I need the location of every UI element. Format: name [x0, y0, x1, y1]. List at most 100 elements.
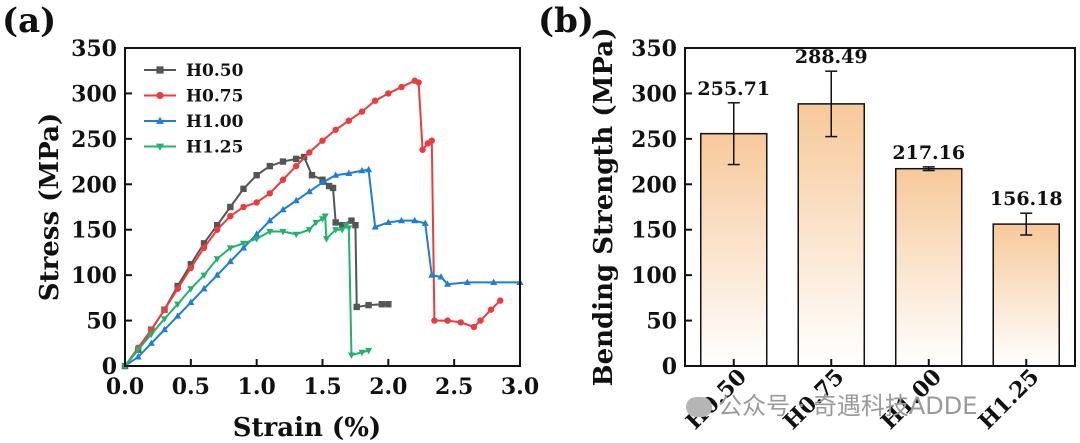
legend-item-H1.00: H1.00 [144, 112, 244, 132]
data-point-H1.25-10 [253, 236, 261, 243]
legend-label: H0.50 [186, 61, 244, 81]
panel-a: (a) 0.0 0.5 1.0 1.5 2.0 2.5 3.0 0 50 100 150 200 250… [2, 1, 539, 443]
data-label-H1.25: 156.18 [990, 188, 1063, 210]
panel-a-plot-frame [124, 47, 521, 367]
data-point-H0.50-15 [308, 172, 316, 179]
panel-a-axes: 0.0 0.5 1.0 1.5 2.0 2.5 3.0 0 50 100 150 200 250 300 3… [71, 36, 539, 400]
data-point-H1.25-8 [226, 245, 234, 252]
data-point-H1.25-25 [365, 347, 373, 355]
data-point-H0.50-18 [329, 184, 337, 192]
data-point-H1.25-6 [200, 272, 208, 279]
series-line-H1.00 [124, 168, 520, 367]
data-point-H0.50-5 [187, 261, 195, 268]
bar-H0.50 [700, 132, 768, 367]
data-point-H0.75-3 [161, 306, 168, 313]
data-point-H0.75-19 [371, 97, 379, 104]
data-point-H0.50-26 [385, 301, 392, 308]
data-point-H0.50-13 [292, 155, 300, 163]
data-point-H1.25-2 [147, 331, 155, 339]
panel-b-bars: 255.71 288.49 217.16 156.18 [697, 46, 1063, 367]
legend-marker [156, 116, 164, 124]
x-tick-label: 2.5 [435, 374, 473, 400]
data-label-H0.50: 255.71 [697, 78, 770, 100]
legend-marker [156, 91, 164, 100]
data-point-H1.25-13 [292, 231, 300, 239]
data-point-H0.75-12 [279, 176, 287, 183]
data-point-H0.75-21 [398, 83, 405, 91]
y-tick-label: 250 [631, 127, 677, 153]
y-tick-label: 200 [71, 172, 117, 198]
data-point-H0.75-20 [385, 90, 392, 97]
data-point-H1.00-29 [490, 278, 498, 285]
data-point-H0.50-21 [348, 217, 355, 224]
data-point-H0.50-20 [339, 221, 346, 229]
bar-group-H0.50: 255.71 [697, 78, 770, 367]
data-point-H1.00-27 [444, 280, 452, 287]
data-point-H1.00-16 [332, 171, 340, 178]
y-tick-label: 150 [631, 218, 677, 244]
data-point-H0.50-12 [279, 158, 287, 165]
data-point-H1.25-17 [321, 213, 329, 220]
data-point-H1.00-11 [266, 216, 274, 224]
y-tick-label: 300 [71, 81, 117, 107]
data-point-H1.25-1 [134, 347, 142, 354]
legend-label: H0.75 [186, 87, 243, 107]
panel-b-y-axis-title: Bending Strength (MPa) [589, 28, 619, 387]
y-tick-label: 50 [86, 309, 117, 335]
series-H1.00 [121, 165, 524, 369]
data-point-H1.00-12 [279, 205, 287, 213]
watermark-text: 公众号 · 奇遇科技ADDE [718, 392, 978, 420]
data-point-H0.75-7 [213, 226, 221, 233]
x-tick-label: 0.0 [106, 374, 144, 400]
series-line-H0.75 [124, 79, 501, 367]
legend-label: H1.00 [186, 112, 244, 132]
data-point-H1.25-12 [279, 228, 287, 236]
x-tick-label: H1.25 [974, 364, 1045, 435]
data-point-H0.75-26 [428, 137, 435, 144]
data-point-H1.25-19 [332, 227, 340, 234]
panel-b-label: (b) [538, 1, 594, 41]
panel-b-plot-frame [684, 47, 1076, 367]
y-tick-label: 100 [71, 263, 117, 289]
legend-label: H1.25 [186, 138, 243, 158]
y-tick-label: 100 [631, 263, 677, 289]
series-H0.75 [121, 77, 504, 370]
data-point-H1.00-21 [384, 218, 392, 226]
legend-marker [156, 66, 164, 74]
x-tick-label: 0.5 [172, 374, 210, 400]
data-point-H1.25-15 [312, 219, 320, 227]
data-point-H1.25-11 [266, 228, 274, 236]
data-point-H0.75-10 [253, 199, 260, 206]
data-point-H0.75-27 [431, 317, 438, 324]
data-point-H0.75-18 [358, 108, 366, 115]
data-point-H1.25-20 [338, 227, 346, 234]
data-point-H1.25-22 [345, 225, 353, 232]
data-point-H0.75-9 [240, 203, 247, 211]
x-tick-label: 1.0 [238, 374, 276, 400]
data-point-H0.75-28 [444, 317, 451, 324]
data-point-H1.00-25 [428, 271, 436, 278]
data-point-H0.50-10 [253, 172, 260, 179]
data-point-H0.50-19 [332, 219, 339, 226]
data-point-H1.00-19 [365, 165, 373, 173]
y-tick-label: 250 [71, 127, 117, 153]
watermark: 公众号 · 奇遇科技ADDE [686, 386, 977, 421]
y-tick-label: 350 [71, 36, 117, 62]
data-point-H1.00-13 [292, 196, 300, 204]
bar-group-H0.75: 288.49 [795, 46, 868, 367]
data-point-H1.00-10 [253, 230, 261, 237]
data-point-H1.00-8 [226, 257, 234, 265]
panel-a-legend: H0.50 H0.75 H1.00 H1.25 [144, 61, 244, 158]
data-point-H1.00-1 [134, 353, 142, 360]
data-point-H0.75-17 [345, 117, 353, 124]
x-tick-label: 3.0 [501, 374, 539, 400]
data-point-H0.50-7 [213, 221, 221, 229]
bar-H1.25 [992, 223, 1060, 367]
y-tick-label: 350 [631, 36, 677, 62]
data-point-H1.00-7 [213, 271, 221, 278]
data-point-H0.50-9 [240, 185, 247, 193]
data-point-H1.25-5 [187, 286, 195, 293]
data-point-H1.25-4 [174, 301, 182, 309]
data-point-H1.00-3 [160, 325, 169, 333]
